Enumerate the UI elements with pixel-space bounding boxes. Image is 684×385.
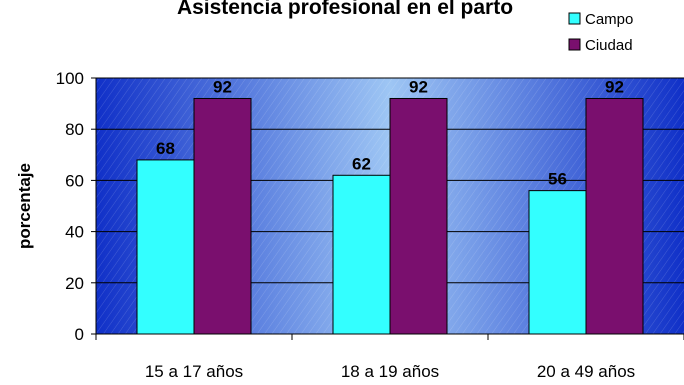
data-label: 62 bbox=[352, 154, 371, 173]
legend-swatch bbox=[568, 38, 581, 51]
bar-campo bbox=[528, 190, 587, 335]
y-tick-label: 60 bbox=[65, 171, 84, 190]
bar-ciudad bbox=[585, 97, 644, 335]
data-labels: 68 92 62 92 56 92 bbox=[156, 77, 624, 188]
y-tick-label: 20 bbox=[65, 274, 84, 293]
data-label: 92 bbox=[409, 77, 428, 96]
x-category-label: 15 a 17 años bbox=[145, 362, 243, 381]
legend-label: Campo bbox=[585, 11, 633, 28]
legend: Campo Ciudad bbox=[568, 11, 633, 54]
bar-campo bbox=[136, 159, 195, 335]
data-label: 56 bbox=[548, 170, 567, 189]
legend-swatch bbox=[568, 12, 581, 25]
y-tick-label: 80 bbox=[65, 120, 84, 139]
data-label: 92 bbox=[605, 77, 624, 96]
data-label: 68 bbox=[156, 139, 175, 158]
bars bbox=[136, 97, 644, 335]
legend-label: Ciudad bbox=[585, 37, 633, 54]
x-category-label: 18 a 19 años bbox=[341, 362, 439, 381]
data-label: 92 bbox=[213, 77, 232, 96]
y-tick-labels: 0 20 40 60 80 100 bbox=[56, 69, 84, 344]
y-axis-label: porcentaje bbox=[15, 163, 34, 249]
y-tick-label: 40 bbox=[65, 223, 84, 242]
bar-campo bbox=[332, 174, 391, 335]
chart-title: Asistencia profesional en el parto bbox=[177, 0, 513, 19]
y-tick-label: 0 bbox=[75, 325, 84, 344]
bar-ciudad bbox=[193, 97, 252, 335]
x-category-labels: 15 a 17 años 18 a 19 años 20 a 49 años bbox=[145, 362, 635, 381]
axes bbox=[95, 78, 684, 340]
bar-ciudad bbox=[389, 97, 448, 335]
y-tick-label: 100 bbox=[56, 69, 84, 88]
x-category-label: 20 a 49 años bbox=[537, 362, 635, 381]
